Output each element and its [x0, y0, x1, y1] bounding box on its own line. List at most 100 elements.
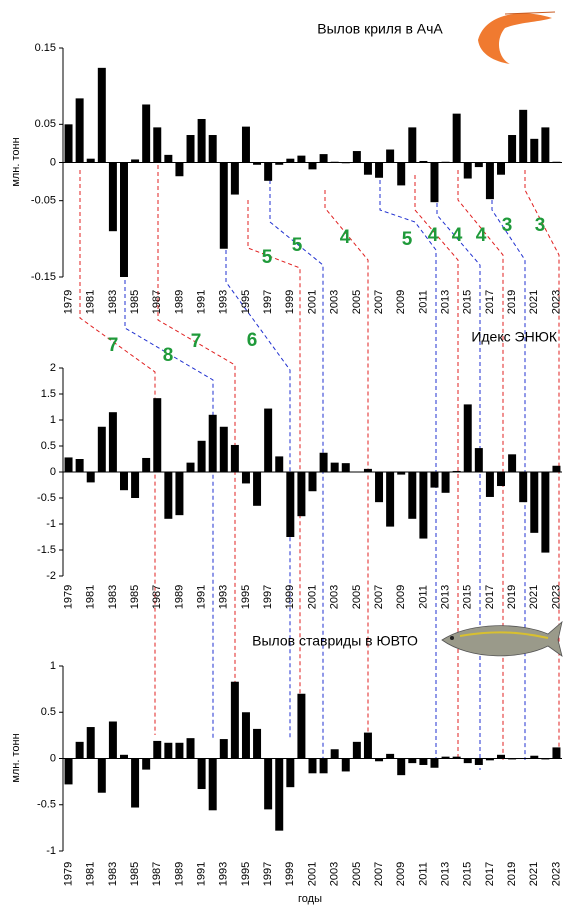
annotation: 7: [108, 335, 119, 356]
x-tick-label: 1979: [62, 290, 74, 314]
connector: [157, 130, 236, 683]
bar: [219, 739, 228, 759]
bar: [64, 124, 73, 163]
x-tick-label: 2021: [528, 585, 540, 609]
y-tick-label: 0.5: [41, 440, 56, 452]
bar: [419, 472, 428, 539]
x-tick-label: 2015: [462, 862, 474, 886]
bar: [297, 693, 306, 759]
y-tick-label: -2: [46, 570, 56, 582]
x-tick-label: 1985: [129, 290, 141, 314]
y-tick-label: 1: [50, 660, 56, 672]
bar: [97, 758, 106, 793]
annotation: 3: [502, 215, 513, 236]
bar: [474, 758, 483, 765]
annotation: 4: [428, 225, 439, 246]
bar: [330, 462, 339, 472]
connector: [414, 175, 459, 760]
bar: [552, 747, 561, 759]
x-tick-label: 2003: [329, 862, 341, 886]
x-tick-label: 1991: [196, 862, 208, 886]
bar: [142, 758, 151, 770]
bar: [474, 162, 483, 168]
y-tick-label: 0: [50, 466, 56, 478]
x-tick-label: 1999: [284, 862, 296, 886]
x-tick-label: 2007: [373, 585, 385, 609]
y-tick-label: 0.15: [35, 42, 56, 54]
bar: [463, 162, 472, 179]
bar: [241, 126, 250, 163]
bar: [463, 404, 472, 472]
bar: [108, 162, 117, 232]
bar: [241, 712, 250, 759]
bar: [119, 472, 128, 491]
y-tick-label: -0.5: [37, 799, 56, 811]
x-tick-label: 2017: [484, 585, 496, 609]
bar: [508, 135, 517, 163]
x-tick-label: 2005: [351, 862, 363, 886]
bar: [363, 162, 372, 175]
connector: [247, 200, 301, 695]
fish-eye: [450, 636, 454, 640]
bar: [497, 162, 506, 175]
bar: [363, 468, 372, 472]
y-tick-label: 2: [50, 362, 56, 374]
bar: [253, 472, 262, 506]
bar: [541, 758, 550, 760]
bar: [97, 426, 106, 472]
x-tick-label: 1995: [240, 862, 252, 886]
x-tick-label: 1995: [240, 290, 252, 314]
bar: [86, 158, 95, 163]
bar: [219, 162, 228, 249]
bar: [253, 162, 262, 165]
bar: [530, 472, 539, 533]
x-tick-label: 2019: [506, 585, 518, 609]
y-axis-label: млн. тонн: [10, 137, 22, 186]
y-tick-label: 0.05: [35, 118, 56, 130]
bar: [186, 738, 195, 759]
x-tick-label: 1981: [85, 585, 97, 609]
bar: [286, 158, 295, 163]
bar: [108, 412, 117, 472]
bar: [75, 741, 84, 759]
bar: [308, 472, 317, 492]
x-tick-label: 1997: [262, 585, 274, 609]
x-tick-label: 2007: [373, 862, 385, 886]
x-tick-label: 2019: [506, 290, 518, 314]
x-tick-label: 2009: [395, 585, 407, 609]
y-tick-label: -1.5: [37, 544, 56, 556]
y-tick-label: 0: [50, 156, 56, 168]
x-tick-label: 2021: [528, 862, 540, 886]
bar: [552, 465, 561, 472]
bar: [441, 756, 450, 759]
bar: [175, 742, 184, 759]
connector: [124, 280, 214, 740]
bar: [153, 127, 162, 163]
x-axis-label: годы: [298, 893, 322, 905]
x-tick-label: 2023: [550, 290, 562, 314]
annotation: 5: [292, 235, 303, 256]
x-tick-label: 2015: [462, 585, 474, 609]
y-tick-label: -0.15: [31, 271, 56, 283]
bar: [386, 753, 395, 759]
chart-title: Вылов ставриды в ЮВТО: [252, 633, 418, 649]
bar: [197, 440, 206, 472]
x-tick-label: 2013: [439, 290, 451, 314]
x-tick-label: 1979: [62, 585, 74, 609]
connector: [225, 250, 291, 740]
x-tick-label: 2023: [550, 585, 562, 609]
bar: [319, 452, 328, 472]
bar: [386, 472, 395, 527]
bar: [86, 727, 95, 759]
annotation: 7: [191, 331, 202, 352]
connector: [269, 180, 324, 770]
bar: [86, 472, 95, 483]
bar: [241, 472, 250, 484]
bar: [286, 472, 295, 537]
connector: [324, 190, 369, 735]
bar: [508, 758, 517, 760]
annotation: 4: [476, 225, 487, 246]
x-tick-label: 1993: [218, 585, 230, 609]
